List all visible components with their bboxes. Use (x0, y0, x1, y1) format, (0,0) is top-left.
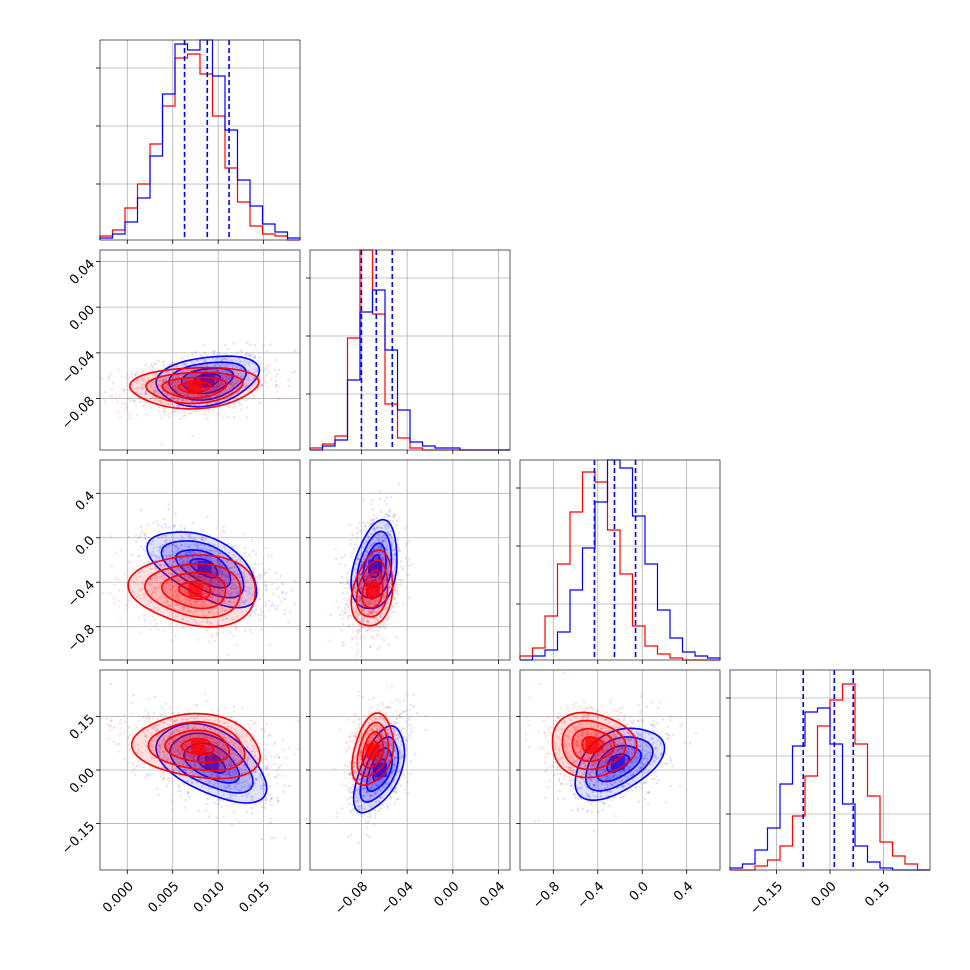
x-tick-label: 0.00 (432, 879, 463, 910)
red-contour (366, 579, 379, 600)
panel-frame (309, 459, 511, 661)
x-tick-label: −0.08 (332, 879, 371, 918)
y-tick-label: 0.4 (73, 489, 98, 514)
y-tick-label: 0.0 (73, 533, 98, 558)
x-tick-label: 0.15 (862, 879, 893, 910)
panel-frame (99, 249, 301, 451)
red-contour (147, 720, 246, 772)
blue-contour (368, 554, 382, 578)
x-tick-label: −0.15 (747, 879, 786, 918)
blue-histogram-3 (729, 707, 930, 871)
x-tick-label: 0.00 (809, 879, 840, 910)
marginal-panel-2 (516, 459, 721, 661)
scatter-panel-3-0 (96, 669, 301, 874)
red-contour (161, 376, 228, 399)
y-tick-label: −0.04 (59, 348, 98, 387)
x-tick-label: 0.4 (671, 879, 696, 904)
x-tick-label: 0.000 (100, 879, 137, 916)
y-tick-label: 0.00 (67, 765, 98, 796)
red-contour (145, 371, 244, 405)
y-tick-label: 0.04 (67, 257, 98, 288)
blue-contour (584, 736, 654, 792)
red-histogram-3 (730, 683, 930, 871)
red-density-peak (191, 739, 206, 754)
y-tick-label: −0.15 (59, 819, 98, 858)
red-contour (551, 711, 638, 779)
red-contour (160, 571, 227, 610)
blue-contour (155, 355, 261, 408)
marginal-panel-1 (306, 249, 511, 451)
blue-contour (352, 724, 406, 814)
scatter-panel-3-1 (306, 669, 511, 874)
red-contour (355, 559, 389, 618)
red-contour (164, 729, 231, 764)
x-tick-label: −0.04 (378, 879, 417, 918)
red-contour (351, 712, 395, 786)
red-contour (356, 721, 390, 778)
marginal-panel-3 (726, 669, 931, 871)
scatter-panel-3-2 (516, 669, 721, 874)
red-contour (177, 580, 212, 600)
panel-frame (99, 459, 301, 661)
red-contour (144, 562, 242, 619)
red-density-peak (188, 583, 203, 597)
y-tick-label: 0.15 (67, 712, 98, 743)
red-contour (177, 381, 212, 394)
blue-histogram-2 (520, 459, 721, 661)
blue-contour (169, 732, 254, 794)
blue-histogram-0 (99, 39, 301, 240)
x-tick-label: 0.04 (477, 879, 508, 910)
blue-contour (146, 531, 258, 609)
y-tick-label: −0.08 (59, 394, 98, 433)
red-contour (581, 736, 605, 755)
red-density-peak (187, 380, 202, 395)
blue-contour (160, 540, 245, 599)
red-contour (129, 366, 260, 410)
scatter-panel-2-1 (306, 459, 511, 664)
blue-contour (365, 747, 393, 793)
red-contour (127, 554, 257, 628)
panel-frame (309, 249, 511, 451)
red-density-peak (585, 738, 600, 752)
red-contour (350, 549, 394, 627)
red-histogram-0 (99, 53, 300, 241)
blue-contour (359, 736, 400, 803)
x-tick-label: 0.0 (627, 879, 652, 904)
scatter-panel-1-0 (96, 249, 301, 454)
panel-frame (519, 459, 721, 661)
x-tick-label: 0.010 (191, 879, 228, 916)
blue-contour (174, 549, 232, 589)
blue-contour (168, 361, 248, 401)
panel-frame (99, 39, 301, 241)
red-contour (361, 569, 384, 609)
red-contour (180, 737, 215, 756)
red-contour (130, 712, 262, 780)
x-tick-label: 0.005 (146, 879, 183, 916)
blue-histogram-1 (310, 289, 510, 451)
scatter-panel-2-0 (96, 459, 301, 664)
red-histogram-2 (519, 471, 720, 661)
marginal-panel-0 (96, 39, 301, 241)
red-contour (571, 727, 616, 763)
x-tick-label: −0.4 (575, 879, 608, 912)
y-tick-label: −0.8 (65, 622, 98, 655)
red-contour (366, 740, 379, 760)
blue-contour (155, 722, 268, 804)
y-tick-label: −0.4 (65, 578, 98, 611)
red-contour (561, 719, 627, 771)
y-tick-label: 0.00 (67, 303, 98, 334)
red-contour (361, 730, 384, 769)
blue-contour (595, 744, 643, 783)
x-tick-label: 0.015 (236, 879, 273, 916)
x-tick-label: −0.8 (530, 879, 563, 912)
